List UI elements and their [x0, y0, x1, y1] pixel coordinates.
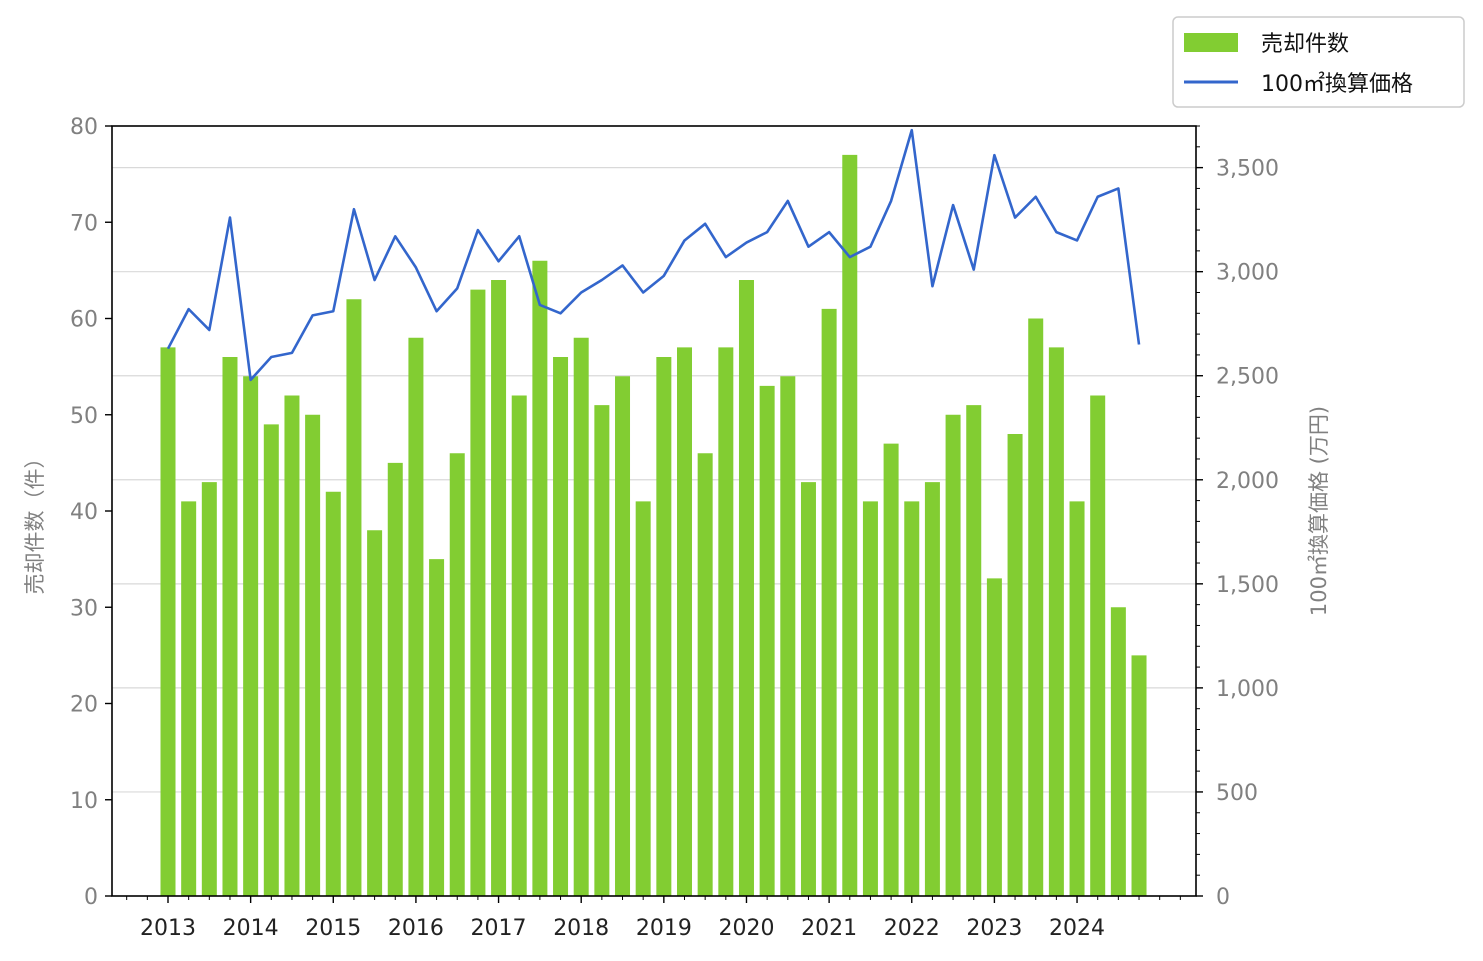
left-tick-label: 20: [70, 693, 98, 718]
bar-mark: [367, 530, 383, 896]
x-tick-label: 2016: [388, 916, 444, 941]
bar-mark: [429, 559, 445, 896]
bar-mark: [615, 376, 631, 896]
bar-mark: [904, 501, 920, 896]
bar-mark: [243, 376, 259, 896]
left-tick-label: 60: [70, 308, 98, 333]
right-tick-label: 1,500: [1216, 573, 1279, 598]
bar-mark: [346, 299, 362, 896]
bar-mark: [842, 154, 858, 896]
left-tick-label: 10: [70, 789, 98, 814]
bar-mark: [945, 414, 961, 896]
bar-mark: [862, 501, 878, 896]
left-tick-label: 0: [84, 885, 98, 910]
x-tick-label: 2022: [884, 916, 940, 941]
left-tick-label: 40: [70, 500, 98, 525]
bar-mark: [160, 347, 176, 896]
x-tick-label: 2021: [801, 916, 857, 941]
left-tick-label: 30: [70, 596, 98, 621]
legend-bar-swatch: [1184, 33, 1238, 52]
bar-mark: [718, 347, 734, 896]
legend-line-label: 100㎡換算価格: [1261, 71, 1413, 97]
x-tick-label: 2023: [966, 916, 1022, 941]
x-tick-label: 2013: [140, 916, 196, 941]
bar-mark: [511, 395, 527, 896]
bar-series: [160, 154, 1147, 896]
bar-mark: [986, 578, 1002, 896]
x-axis: 2013 2014 2015 2016 2017 2018 2019 2020 2021 2022…: [126, 896, 1181, 941]
bar-mark: [821, 308, 837, 896]
x-tick-label: 2024: [1049, 916, 1105, 941]
line-series: [166, 128, 1141, 382]
x-tick-label: 2018: [553, 916, 609, 941]
right-tick-label: 2,000: [1216, 469, 1279, 494]
legend-box: [1172, 16, 1465, 108]
left-tick-label: 70: [70, 211, 98, 236]
bar-mark: [449, 453, 465, 896]
bar-mark: [759, 385, 775, 896]
bar-mark: [573, 337, 589, 896]
bar-mark: [305, 414, 321, 896]
bar-mark: [738, 280, 754, 896]
legend: 売却件数 100㎡換算価格: [1172, 16, 1465, 108]
legend-bar-label: 売却件数: [1261, 32, 1349, 57]
bar-mark: [201, 482, 217, 896]
bar-mark: [924, 482, 940, 896]
bar-mark: [966, 405, 982, 896]
right-axis-title: 100㎡換算価格 (万円): [1307, 406, 1331, 616]
bar-mark: [1110, 607, 1126, 896]
bar-mark: [1028, 318, 1044, 896]
bar-mark: [284, 395, 300, 896]
x-tick-label: 2014: [223, 916, 279, 941]
bar-mark: [553, 357, 569, 896]
x-tick-label: 2020: [718, 916, 774, 941]
right-tick-label: 1,000: [1216, 677, 1279, 702]
right-tick-label: 2,500: [1216, 365, 1279, 390]
x-tick-label: 2019: [636, 916, 692, 941]
right-tick-label: 3,500: [1216, 157, 1279, 182]
x-tick-label: 2015: [305, 916, 361, 941]
bar-mark: [656, 357, 672, 896]
price-line: [166, 128, 1141, 382]
right-tick-label: 3,000: [1216, 261, 1279, 286]
bar-mark: [470, 289, 486, 896]
bar-mark: [181, 501, 197, 896]
bar-mark: [491, 280, 507, 896]
bar-mark: [594, 405, 610, 896]
bar-mark: [325, 491, 341, 896]
bar-mark: [408, 337, 424, 896]
left-tick-label: 80: [70, 115, 98, 140]
right-axis: 0 500 1,000 1,500 2,000 2,500 3,000 3,500: [1196, 125, 1279, 910]
left-tick-label: 50: [70, 404, 98, 429]
bar-mark: [1069, 501, 1085, 896]
bar-mark: [263, 424, 279, 896]
bar-mark: [800, 482, 816, 896]
left-axis-title: 売却件数（件）: [23, 448, 47, 595]
bar-mark: [1048, 347, 1064, 896]
bar-mark: [222, 357, 238, 896]
bar-mark: [677, 347, 692, 896]
right-tick-label: 0: [1216, 885, 1230, 910]
left-axis: 0 10 20 30 40 50 60 70 80: [70, 115, 112, 910]
bar-mark: [1007, 434, 1023, 896]
bar-mark: [697, 453, 713, 896]
x-tick-label: 2017: [471, 916, 527, 941]
bar-mark: [635, 501, 651, 896]
bar-mark: [780, 376, 796, 896]
bar-mark: [387, 462, 403, 896]
right-tick-label: 500: [1216, 781, 1258, 806]
bar-mark: [1131, 655, 1147, 896]
bar-mark: [883, 443, 899, 896]
bar-mark: [1090, 395, 1106, 896]
bar-mark: [532, 260, 548, 896]
